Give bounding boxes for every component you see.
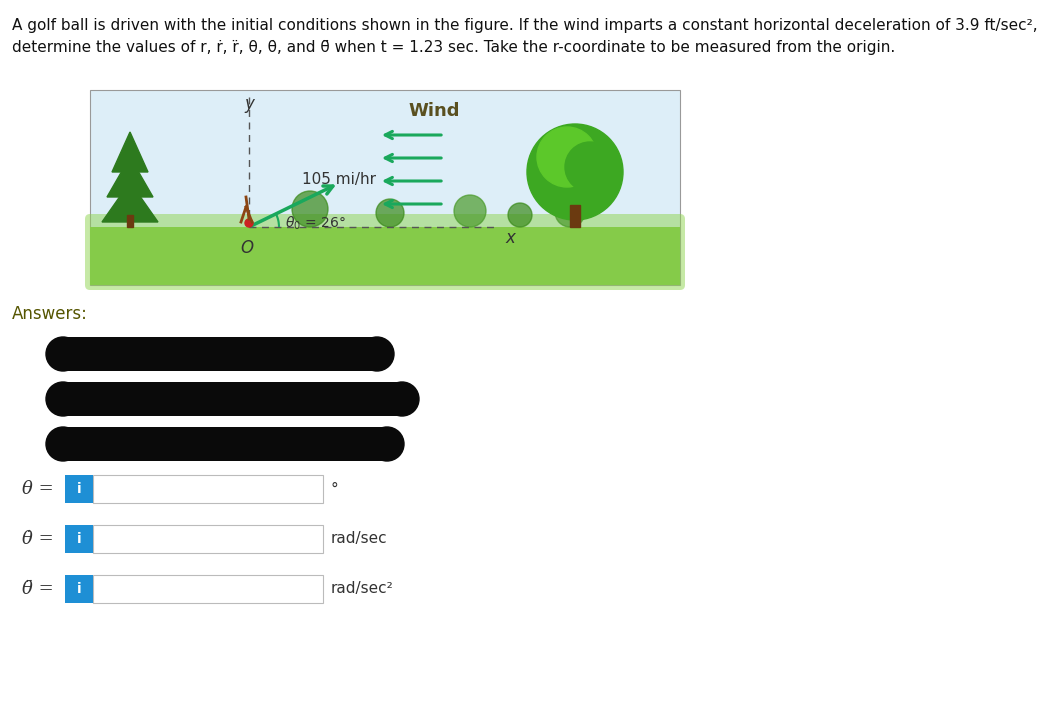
Text: $\theta_0$ = 26°: $\theta_0$ = 26° xyxy=(285,215,346,232)
Polygon shape xyxy=(112,132,148,172)
Bar xyxy=(65,340,93,368)
Bar xyxy=(90,90,680,285)
FancyBboxPatch shape xyxy=(85,214,685,290)
Circle shape xyxy=(360,337,394,371)
Bar xyxy=(93,475,323,503)
Circle shape xyxy=(508,203,532,227)
Bar xyxy=(65,575,93,603)
Text: i: i xyxy=(76,482,82,496)
Bar xyxy=(93,575,323,603)
Text: i: i xyxy=(76,347,82,361)
Circle shape xyxy=(453,195,486,227)
Text: i: i xyxy=(76,437,82,451)
Text: Answers:: Answers: xyxy=(12,305,88,323)
Circle shape xyxy=(245,219,253,227)
Text: θ̈ =: θ̈ = xyxy=(22,580,54,598)
Circle shape xyxy=(376,199,404,227)
Bar xyxy=(65,385,93,413)
Text: θ =: θ = xyxy=(22,480,54,498)
Circle shape xyxy=(386,382,419,416)
Text: i: i xyxy=(76,582,82,596)
Polygon shape xyxy=(127,215,133,227)
Bar xyxy=(90,227,680,285)
Bar xyxy=(65,475,93,503)
Text: A golf ball is driven with the initial conditions shown in the figure. If the wi: A golf ball is driven with the initial c… xyxy=(12,18,1038,33)
Circle shape xyxy=(527,124,623,220)
Bar xyxy=(65,430,93,458)
Text: x: x xyxy=(506,229,515,247)
Text: O: O xyxy=(240,239,254,257)
Circle shape xyxy=(292,191,328,227)
Text: °: ° xyxy=(331,481,339,496)
Circle shape xyxy=(537,127,597,187)
Bar xyxy=(63,382,402,416)
Circle shape xyxy=(555,197,585,227)
Text: rad/sec²: rad/sec² xyxy=(331,581,394,597)
Bar xyxy=(65,525,93,553)
Circle shape xyxy=(46,337,80,371)
Circle shape xyxy=(46,382,80,416)
Circle shape xyxy=(370,427,404,461)
Circle shape xyxy=(565,142,615,192)
Bar xyxy=(93,385,323,413)
Text: Wind: Wind xyxy=(408,102,460,120)
Circle shape xyxy=(46,427,80,461)
Bar xyxy=(93,340,323,368)
Text: i: i xyxy=(76,392,82,406)
Polygon shape xyxy=(102,182,158,222)
Bar xyxy=(93,430,323,458)
Text: y: y xyxy=(244,95,254,113)
Text: θ̇ =: θ̇ = xyxy=(22,530,54,548)
Text: i: i xyxy=(76,532,82,546)
Text: rad/sec: rad/sec xyxy=(331,532,388,547)
Text: determine the values of r, ṙ, r̈, θ, θ̇, and θ̈ when t = 1.23 sec. Take the r-co: determine the values of r, ṙ, r̈, θ, θ̇,… xyxy=(12,40,895,55)
Bar xyxy=(63,427,387,461)
Polygon shape xyxy=(107,157,153,197)
Bar xyxy=(93,525,323,553)
Text: 105 mi/hr: 105 mi/hr xyxy=(302,172,376,187)
Polygon shape xyxy=(570,205,580,227)
Bar xyxy=(63,337,377,371)
